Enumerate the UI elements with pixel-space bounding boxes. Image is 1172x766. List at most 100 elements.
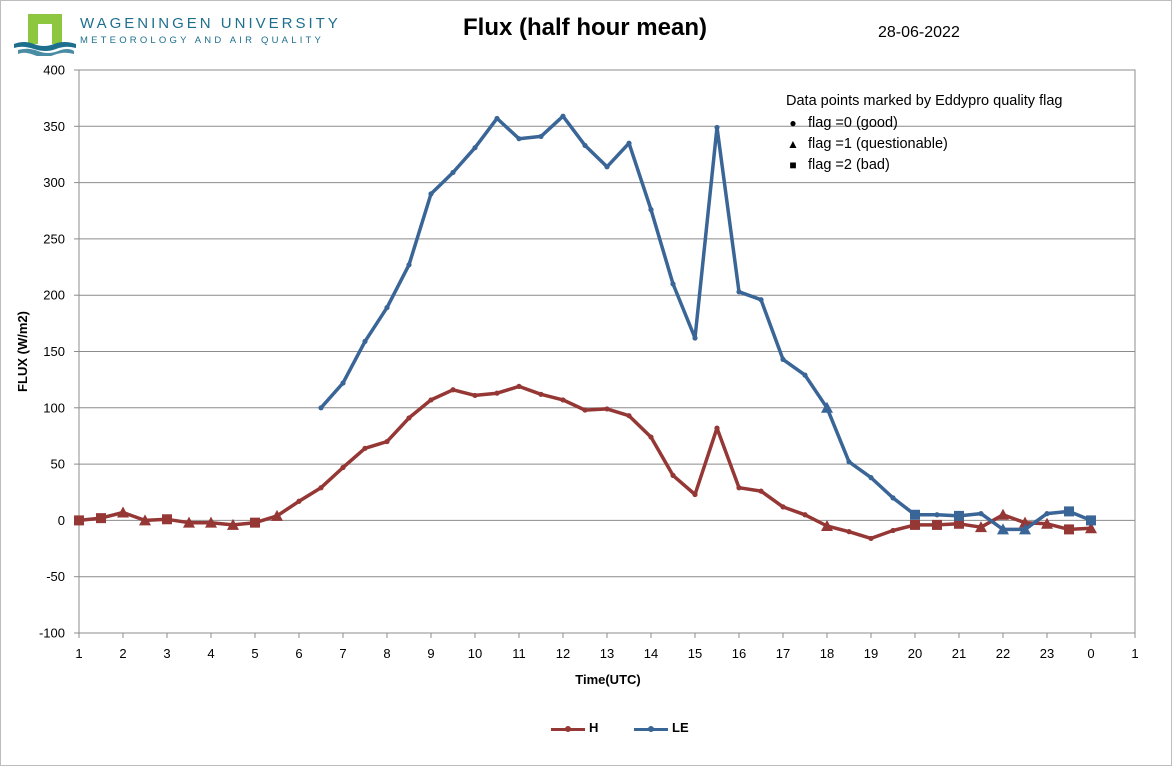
data-point-circle <box>736 485 742 491</box>
data-point-triangle <box>1019 516 1031 528</box>
series-le <box>318 113 1096 535</box>
y-tick-label: -50 <box>46 569 65 584</box>
legend-label-le: LE <box>672 720 689 735</box>
data-point-triangle <box>975 521 987 533</box>
x-tick-label: 12 <box>556 646 570 661</box>
x-tick-label: 0 <box>1087 646 1094 661</box>
data-point-circle <box>516 383 522 390</box>
data-point-circle <box>560 113 566 119</box>
data-point-triangle <box>997 523 1009 535</box>
data-point-circle <box>802 372 808 378</box>
y-axis-title: FLUX (W/m2) <box>15 311 30 392</box>
flag-annotation-text: flag =2 (bad) <box>808 157 890 173</box>
chart-date: 28-06-2022 <box>878 24 960 41</box>
data-point-circle <box>692 335 698 341</box>
y-tick-label: 150 <box>43 344 65 359</box>
data-point-triangle <box>227 518 239 530</box>
data-point-square <box>1064 506 1074 517</box>
data-point-circle <box>714 124 720 131</box>
data-point-circle <box>670 472 676 478</box>
x-tick-label: 19 <box>864 646 878 661</box>
x-tick-label: 2 <box>119 646 126 661</box>
data-point-triangle <box>997 508 1009 520</box>
x-tick-label: 14 <box>644 646 658 661</box>
x-tick-label: 16 <box>732 646 746 661</box>
data-point-circle <box>846 529 852 535</box>
y-tick-label: 250 <box>43 231 65 246</box>
data-point-circle <box>560 397 566 403</box>
data-point-circle <box>780 504 786 510</box>
data-point-circle <box>758 488 764 494</box>
flag-annotation-text: flag =1 (questionable) <box>808 136 948 152</box>
data-point-circle <box>868 475 874 481</box>
x-tick-label: 7 <box>339 646 346 661</box>
data-point-circle <box>670 281 676 287</box>
data-point-triangle <box>117 506 129 518</box>
data-point-square <box>954 518 964 529</box>
x-tick-label: 1 <box>1131 646 1138 661</box>
data-point-triangle <box>139 514 151 526</box>
data-point-circle <box>340 464 346 471</box>
legend-item-le: LE <box>634 719 704 739</box>
data-point-circle <box>406 262 412 268</box>
data-point-square <box>1064 524 1074 535</box>
data-point-circle <box>714 425 720 431</box>
data-point-circle <box>626 140 632 146</box>
data-point-circle <box>538 391 544 397</box>
circle-marker-icon: ● <box>789 116 797 130</box>
data-point-square <box>250 517 260 528</box>
x-tick-label: 6 <box>295 646 302 661</box>
flag-annotation-item: ■ flag =2 (bad) <box>786 157 890 173</box>
data-point-circle <box>318 405 324 411</box>
x-tick-label: 10 <box>468 646 482 661</box>
y-tick-label: 350 <box>43 119 65 134</box>
data-point-square <box>954 510 964 521</box>
data-point-circle <box>780 356 786 362</box>
x-tick-label: 11 <box>512 646 526 661</box>
data-point-circle <box>648 434 654 440</box>
legend-marker-le <box>648 726 654 732</box>
legend-label-h: H <box>589 720 599 735</box>
triangle-marker-icon: ▲ <box>787 137 799 151</box>
x-tick-label: 5 <box>251 646 258 661</box>
data-point-triangle <box>183 516 195 528</box>
x-tick-label: 17 <box>776 646 790 661</box>
data-point-circle <box>846 459 852 465</box>
chart-title: Flux (half hour mean) <box>462 14 707 41</box>
y-tick-label: 50 <box>51 457 65 472</box>
data-point-triangle <box>1085 522 1097 534</box>
square-marker-icon: ■ <box>789 158 797 172</box>
x-axis-title: Time(UTC) <box>575 672 640 687</box>
data-point-circle <box>1044 511 1050 517</box>
data-point-circle <box>406 415 412 421</box>
legend-item-h: H <box>551 719 621 739</box>
flag-annotation-item: ▲ flag =1 (questionable) <box>786 136 948 152</box>
wageningen-logo-icon <box>14 14 76 56</box>
data-point-triangle <box>271 509 283 521</box>
data-point-circle <box>978 511 984 517</box>
x-tick-label: 18 <box>820 646 834 661</box>
flag-annotation-item: ● flag =0 (good) <box>786 115 898 131</box>
data-point-circle <box>582 142 588 149</box>
data-point-circle <box>648 207 654 213</box>
data-point-circle <box>868 535 874 542</box>
data-point-circle <box>890 495 896 501</box>
y-tick-label: 100 <box>43 400 65 415</box>
data-point-circle <box>450 169 456 176</box>
x-tick-label: 21 <box>952 646 966 661</box>
y-tick-label: 0 <box>58 513 65 528</box>
x-tick-label: 22 <box>996 646 1010 661</box>
data-point-circle <box>934 512 940 518</box>
x-tick-label: 15 <box>688 646 702 661</box>
y-tick-label: 400 <box>43 63 65 78</box>
data-point-circle <box>604 164 610 170</box>
data-point-circle <box>296 498 302 504</box>
data-point-circle <box>538 133 544 140</box>
data-point-circle <box>604 406 610 412</box>
data-point-triangle <box>205 516 217 528</box>
data-point-square <box>1086 515 1096 526</box>
x-tick-label: 9 <box>427 646 434 661</box>
x-tick-label: 8 <box>383 646 390 661</box>
x-tick-label: 4 <box>207 646 214 661</box>
